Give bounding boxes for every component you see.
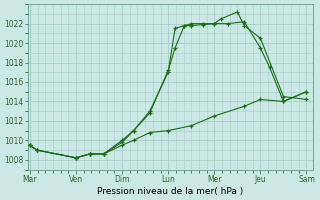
X-axis label: Pression niveau de la mer( hPa ): Pression niveau de la mer( hPa ) [97, 187, 244, 196]
